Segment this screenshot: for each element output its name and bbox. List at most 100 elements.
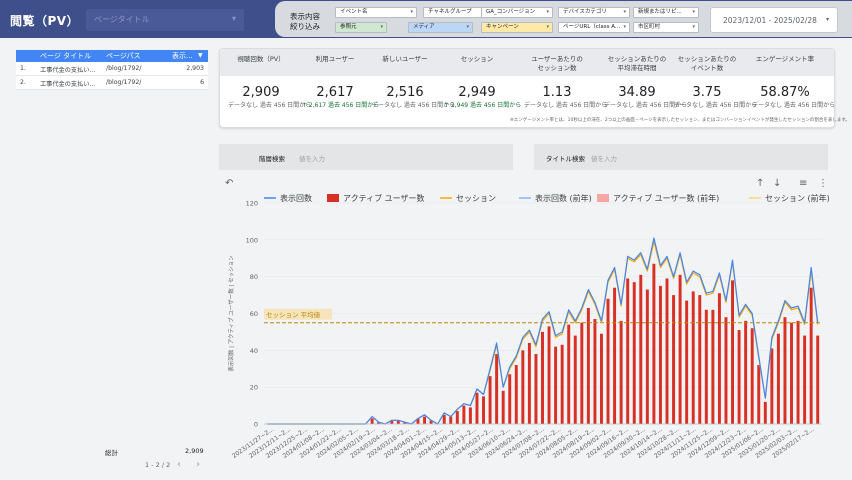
filter-chip[interactable]: 新規またはリピ... ▾: [633, 7, 699, 18]
reference-line-label: セッション 平均値: [266, 310, 321, 319]
bar-active-users: [560, 344, 564, 424]
filter-chip-label: GA_コンバージョン: [486, 9, 536, 15]
table-cell-title: 工事代金の支払い...: [40, 81, 96, 88]
filter-panel-label: 表示内容 絞り込み: [290, 12, 320, 32]
bar-active-users: [816, 335, 820, 424]
filter-icon[interactable]: ≡: [799, 178, 808, 189]
filter-chip-label: デバイスカテゴリ: [563, 9, 607, 15]
bar-active-users: [416, 418, 420, 424]
chevron-down-icon: ▾: [380, 24, 383, 30]
metric-label: 新しいユーザー: [382, 55, 428, 63]
bar-active-users: [698, 295, 702, 424]
bar-active-users: [370, 418, 374, 424]
bar-active-users: [475, 392, 479, 424]
table-header: ページ タイトル ページパス 表示... ▼: [16, 50, 208, 62]
header-bar: 閲覧（PV） ページタイトル ▾ 表示内容 絞り込み イベント名 ▾ チャネルグルー…: [0, 0, 852, 38]
column-header-page-title[interactable]: ページ タイトル: [40, 52, 92, 60]
table-cell-views: 2,903: [186, 65, 204, 72]
bar-active-users: [763, 401, 767, 424]
pagination-text: 1 - 2 / 2: [145, 461, 171, 469]
bar-active-users: [495, 354, 499, 424]
bar-active-users: [442, 414, 446, 424]
bar-active-users: [508, 374, 512, 424]
metric-label: 視聴回数（PV）: [237, 55, 285, 63]
bar-active-users: [429, 420, 433, 424]
filter-chip[interactable]: メディア ▾: [408, 22, 473, 33]
metric-value: 58.87%: [760, 85, 810, 100]
table-row[interactable]: 2. 工事代金の支払い... /blog/1792/6: [16, 76, 208, 90]
bar-active-users: [717, 293, 721, 424]
legend-label: セッション: [456, 194, 496, 203]
bar-active-users: [514, 365, 518, 424]
column-header-views[interactable]: 表示...: [172, 52, 193, 60]
metric-card: セッションあたりの イベント数 3.75 データなし 過去 456 日間から: [672, 49, 757, 129]
bar-active-users: [783, 317, 787, 424]
more-vert-icon[interactable]: ⋮: [818, 178, 828, 189]
title-search-box[interactable]: タイトル検索 値を入力: [534, 144, 828, 170]
metric-label: セッションあたりの イベント数: [677, 55, 737, 72]
filter-chip-label: イベント名: [340, 9, 368, 15]
filter-panel: 表示内容 絞り込み イベント名▾チャネルグループ▾GA_コンバージョン▾デバイス…: [275, 1, 705, 37]
chevron-down-icon: ▾: [466, 24, 469, 30]
legend-swatch: [327, 194, 339, 202]
table-cell-index: 1.: [20, 65, 26, 72]
metric-card: 視聴回数（PV） 2,909 データなし 過去 456 日間から: [226, 49, 311, 129]
bar-active-users: [396, 420, 400, 424]
metric-label: エンゲージメント率: [755, 55, 815, 63]
metric-card: ユーザーあたりの セッション数 1.13 データなし 過去 456 日間から: [522, 49, 607, 129]
chevron-down-icon: ▾: [623, 9, 626, 15]
bar-active-users: [711, 309, 715, 424]
filter-chip-label: メディア: [413, 24, 435, 30]
table-cell-path: /blog/1792/: [106, 79, 142, 86]
bar-active-users: [449, 416, 453, 424]
filter-chip[interactable]: ページURL（class A... ▾: [558, 22, 630, 33]
undo-icon[interactable]: ↶: [225, 178, 234, 189]
metric-compare: データなし 過去 456 日間から: [604, 102, 688, 109]
y-tick-label: 100: [246, 236, 258, 244]
chevron-down-icon: ▾: [692, 24, 695, 30]
chevron-left-icon[interactable]: ‹: [177, 459, 181, 470]
title-search-placeholder: 値を入力: [591, 155, 617, 163]
filter-chip-label: 新規またはリピ...: [638, 9, 682, 15]
chevron-down-icon: ▾: [410, 9, 413, 15]
bar-active-users: [731, 280, 735, 424]
chevron-down-icon: ▾: [231, 14, 236, 23]
hierarchy-search-box[interactable]: 階層検索 値を入力: [219, 144, 513, 170]
date-range-picker[interactable]: 2023/12/01 - 2025/02/28 ▾: [710, 7, 838, 33]
column-header-page-path[interactable]: ページパス: [106, 52, 141, 60]
table-body: 1. 工事代金の支払い... /blog/1792/2,903 2. 工事代金の支払い.…: [16, 62, 208, 90]
metric-value: 34.89: [618, 85, 656, 100]
bar-active-users: [521, 350, 525, 424]
metric-card: セッション 2,949 ↑ 2,949 過去 456 日間から: [442, 49, 521, 129]
legend-label: 表示回数: [280, 193, 312, 203]
bar-active-users: [613, 287, 617, 424]
filter-chip[interactable]: 参照元 ▾: [335, 22, 387, 33]
date-range-value: 2023/12/01 - 2025/02/28: [723, 16, 817, 25]
arrow-up-icon[interactable]: ↑: [756, 178, 765, 189]
filter-chip[interactable]: GA_コンバージョン ▾: [481, 7, 553, 18]
bar-active-users: [776, 333, 780, 424]
table-row[interactable]: 1. 工事代金の支払い... /blog/1792/2,903: [16, 62, 208, 76]
bar-active-users: [652, 263, 656, 424]
arrow-down-icon[interactable]: ↓: [773, 178, 782, 189]
bar-active-users: [600, 333, 603, 424]
y-tick-label: 20: [250, 384, 258, 392]
page-title-dropdown[interactable]: ページタイトル ▾: [86, 9, 244, 31]
filter-chip-label: 市区町村: [638, 24, 661, 30]
metric-compare: データなし 過去 456 日間から: [524, 102, 608, 109]
title-search-label: タイトル検索: [546, 155, 585, 163]
bar-active-users: [606, 298, 610, 424]
bar-active-users: [488, 376, 492, 424]
bar-active-users: [724, 317, 728, 424]
chevron-right-icon[interactable]: ›: [196, 459, 200, 470]
filter-chip[interactable]: デバイスカテゴリ ▾: [558, 7, 630, 18]
filter-chip[interactable]: イベント名 ▾: [335, 7, 417, 18]
sort-desc-icon[interactable]: ▼: [198, 52, 203, 59]
bar-active-users: [455, 411, 459, 424]
bar-active-users: [750, 328, 754, 424]
filter-chip[interactable]: キャンペーン ▾: [481, 22, 553, 33]
bar-active-users: [626, 278, 630, 424]
chevron-down-icon: ▾: [546, 24, 549, 30]
filter-chip[interactable]: 市区町村 ▾: [633, 22, 699, 33]
bar-active-users: [593, 319, 597, 424]
